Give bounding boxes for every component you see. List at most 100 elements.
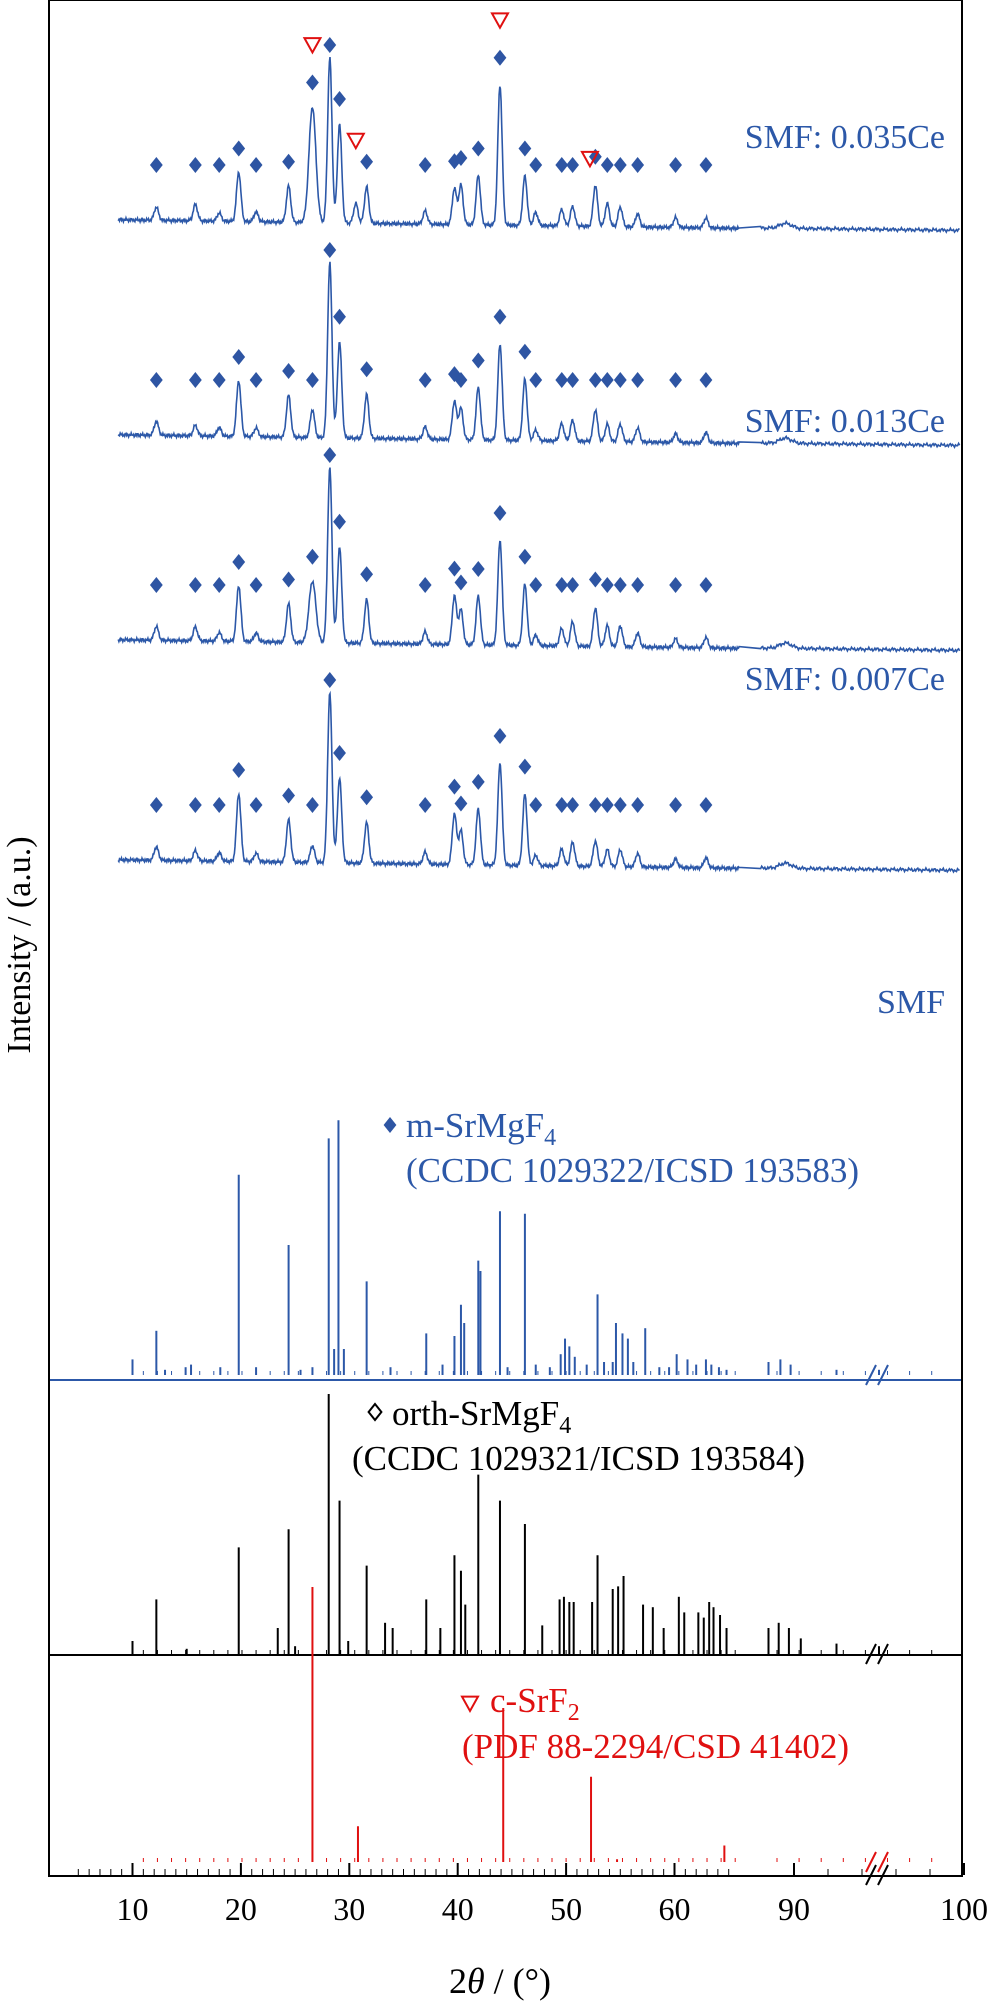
pattern-3: SMF [117, 672, 960, 1021]
pattern-1: SMF: 0.013Ce [117, 242, 961, 449]
m-phase-marker-1-18 [566, 372, 580, 388]
y-axis-label: Intensity / (a.u.) [1, 836, 38, 1053]
m-phase-marker-2-10 [418, 577, 432, 593]
m-phase-marker-3-10 [418, 797, 432, 813]
m-phase-marker-2-8 [333, 513, 346, 530]
m-phase-marker-2-16 [529, 577, 543, 593]
m-phase-marker-2-18 [566, 577, 580, 593]
m-phase-marker-1-13 [471, 352, 485, 369]
m-phase-marker-0-10 [418, 157, 432, 173]
x-tick-label-2: 30 [333, 1891, 365, 1927]
m-phase-marker-0-5 [282, 153, 295, 170]
x-tick-label-4: 50 [550, 1891, 582, 1927]
m-phase-marker-1-24 [699, 372, 713, 388]
m-phase-marker-1-14 [493, 308, 507, 325]
m-phase-marker-1-1 [188, 372, 202, 388]
m-phase-marker-1-3 [232, 349, 246, 365]
m-phase-marker-0-22 [631, 157, 645, 173]
c-phase-marker-0-2 [490, 12, 510, 30]
m-phase-marker-0-20 [600, 157, 614, 173]
m-phase-marker-3-9 [360, 789, 374, 806]
c-legend-marker [460, 1695, 480, 1714]
m-legend-marker [383, 1117, 397, 1133]
m-phase-marker-0-13 [471, 140, 485, 157]
m-phase-marker-2-20 [600, 577, 614, 593]
m-phase-marker-3-20 [600, 797, 614, 813]
m-phase-marker-0-0 [149, 157, 163, 173]
m-phase-marker-2-0 [149, 577, 163, 593]
m-phase-marker-1-23 [669, 372, 682, 388]
c-phase-marker-0-3 [580, 150, 600, 169]
reference-0 [131, 1120, 933, 1386]
reference-label-2: c-SrF2(PDF 88-2294/CSD 41402) [460, 1681, 849, 1766]
reference-name-2: c-SrF2 [490, 1681, 580, 1726]
xrd-traces: SMF: 0.035Ce SMF: 0.013Ce SMF: 0.007Ce SMF [117, 12, 961, 1021]
x-tick-label-7: 100 [940, 1891, 988, 1927]
m-phase-marker-1-8 [333, 308, 346, 325]
m-phase-marker-3-23 [669, 797, 682, 813]
x-tick-label-5: 60 [659, 1891, 691, 1927]
m-phase-marker-1-16 [529, 372, 543, 388]
m-phase-marker-2-17 [555, 577, 569, 593]
m-phase-marker-1-0 [149, 372, 163, 388]
c-phase-marker-0-0 [302, 37, 323, 55]
m-phase-marker-3-7 [323, 672, 337, 688]
m-phase-marker-1-6 [306, 372, 319, 388]
m-phase-marker-1-19 [588, 372, 602, 388]
m-phase-marker-3-12 [454, 795, 468, 812]
reference-source-2: (PDF 88-2294/CSD 41402) [462, 1727, 849, 1766]
m-phase-marker-2-21 [613, 577, 627, 593]
m-phase-marker-3-21 [613, 797, 627, 813]
m-phase-marker-3-19 [588, 797, 602, 813]
m-phase-marker-0-23 [669, 157, 682, 173]
m-phase-marker-0-1 [188, 157, 202, 173]
m-phase-marker-0-4 [249, 157, 263, 173]
m-phase-marker-1-22 [631, 372, 645, 388]
x-axis: 10 20 30 40 50 60 90 100 [77, 1863, 988, 1927]
m-phase-marker-1-4 [249, 372, 263, 388]
m-phase-marker-2-3 [232, 554, 246, 570]
m-phase-marker-2-2 [212, 577, 226, 593]
pattern-label-0: SMF: 0.035Ce [745, 119, 945, 156]
x-tick-label-0: 10 [117, 1891, 149, 1927]
m-phase-marker-2-12 [454, 574, 468, 591]
m-phase-marker-1-9 [360, 361, 374, 378]
m-phase-marker-3-14 [493, 728, 507, 744]
reference-source-1: (CCDC 1029321/ICSD 193584) [352, 1439, 805, 1478]
m-phase-marker-0-6 [306, 74, 319, 91]
m-phase-marker-0-11 [448, 153, 461, 170]
c-phase-marker-0-1 [346, 132, 366, 151]
m-phase-marker-3-2 [212, 797, 226, 813]
m-phase-marker-2-11 [448, 560, 461, 577]
m-phase-marker-1-17 [555, 372, 569, 388]
m-phase-marker-1-21 [613, 372, 627, 388]
reference-label-1: orth-SrMgF4(CCDC 1029321/ICSD 193584) [352, 1394, 805, 1478]
reference-name-sub-1: 4 [559, 1413, 571, 1439]
reference-name-sub-0: 4 [544, 1125, 556, 1151]
m-phase-marker-2-6 [306, 548, 319, 565]
orth-legend-marker [367, 1402, 383, 1422]
pattern-label-1: SMF: 0.013Ce [745, 403, 945, 440]
reference-2 [142, 1587, 933, 1873]
m-phase-marker-3-0 [149, 797, 163, 813]
m-phase-marker-3-4 [249, 797, 263, 813]
m-phase-marker-3-18 [566, 797, 580, 813]
m-phase-marker-2-23 [669, 577, 682, 593]
x-tick-label-6: 90 [778, 1891, 810, 1927]
reference-name-main-1: orth-SrMgF [392, 1394, 559, 1433]
m-phase-marker-3-17 [555, 797, 569, 813]
m-phase-marker-2-14 [493, 505, 507, 521]
m-phase-marker-0-7 [323, 37, 337, 53]
m-phase-marker-2-1 [188, 577, 202, 593]
m-phase-marker-3-8 [333, 744, 346, 761]
reference-label-0: m-SrMgF4(CCDC 1029322/ICSD 193583) [383, 1106, 859, 1190]
m-phase-marker-1-10 [418, 372, 432, 388]
m-phase-marker-0-2 [212, 157, 226, 173]
pattern-line-1 [117, 261, 961, 449]
m-phase-marker-3-22 [631, 797, 645, 813]
m-phase-marker-0-14 [493, 49, 507, 66]
pattern-line-0 [117, 57, 960, 234]
m-phase-marker-1-5 [282, 363, 295, 379]
m-phase-marker-3-24 [699, 797, 713, 813]
